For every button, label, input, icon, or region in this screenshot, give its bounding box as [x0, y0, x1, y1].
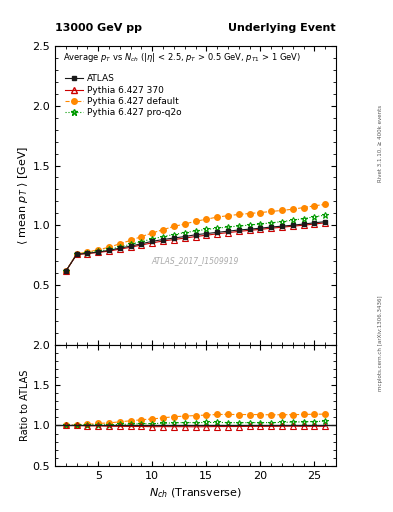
Text: 13000 GeV pp: 13000 GeV pp — [55, 23, 142, 33]
Text: Rivet 3.1.10, ≥ 400k events: Rivet 3.1.10, ≥ 400k events — [378, 105, 383, 182]
Text: Underlying Event: Underlying Event — [228, 23, 336, 33]
Legend: ATLAS, Pythia 6.427 370, Pythia 6.427 default, Pythia 6.427 pro-q2o: ATLAS, Pythia 6.427 370, Pythia 6.427 de… — [65, 74, 182, 117]
Y-axis label: $\langle$ mean $p_T$ $\rangle$ [GeV]: $\langle$ mean $p_T$ $\rangle$ [GeV] — [16, 146, 29, 245]
Text: mcplots.cern.ch [arXiv:1306.3436]: mcplots.cern.ch [arXiv:1306.3436] — [378, 295, 383, 391]
Y-axis label: Ratio to ATLAS: Ratio to ATLAS — [20, 370, 29, 441]
Text: ATLAS_2017_I1509919: ATLAS_2017_I1509919 — [152, 257, 239, 266]
X-axis label: $N_{ch}$ (Transverse): $N_{ch}$ (Transverse) — [149, 486, 242, 500]
Text: Average $p_T$ vs $N_{ch}$ ($|\eta|$ < 2.5, $p_T$ > 0.5 GeV, $p_{T1}$ > 1 GeV): Average $p_T$ vs $N_{ch}$ ($|\eta|$ < 2.… — [63, 51, 301, 63]
